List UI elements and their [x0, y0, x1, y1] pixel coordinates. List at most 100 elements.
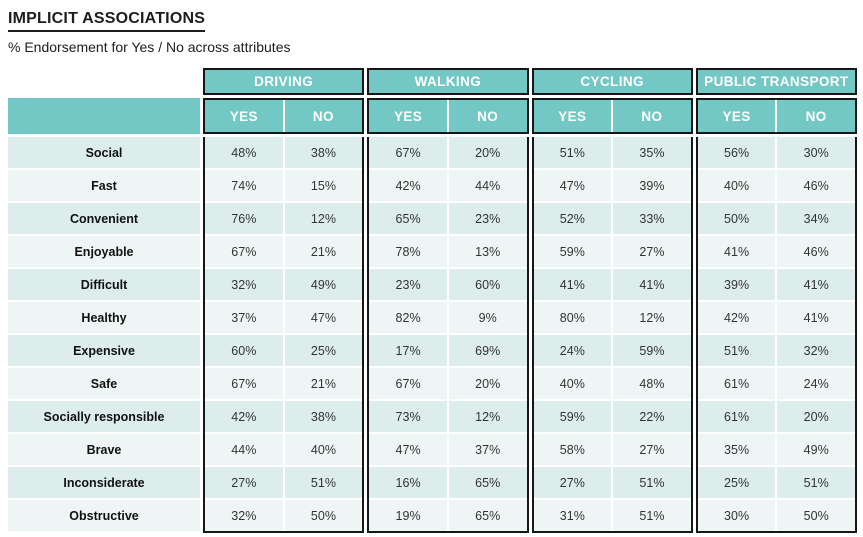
- data-cell: 39%: [613, 170, 691, 201]
- data-cell: 35%: [697, 434, 776, 465]
- data-cell: 61%: [697, 401, 776, 432]
- data-cell: 69%: [448, 335, 527, 366]
- data-cell: 51%: [613, 500, 691, 531]
- row-label: Expensive: [8, 335, 200, 366]
- data-cell: 23%: [448, 203, 527, 234]
- data-cell: 40%: [533, 368, 612, 399]
- yes-header-cell: YES: [533, 100, 612, 132]
- column-groups: DRIVING YES NO 48% 38% 74% 15% 76% 12% 67% 21% 32% 4…: [203, 68, 857, 533]
- data-cell: 44%: [448, 170, 527, 201]
- row-label: Inconsiderate: [8, 467, 200, 498]
- row-label: Social: [8, 137, 200, 168]
- data-cell: 34%: [777, 203, 855, 234]
- data-cell: 80%: [533, 302, 612, 333]
- yes-header-cell: YES: [369, 100, 447, 132]
- data-cell: 51%: [697, 335, 776, 366]
- data-cell: 67%: [205, 236, 283, 267]
- data-cell: 17%: [369, 335, 447, 366]
- data-cell: 23%: [369, 269, 447, 300]
- data-cell: 24%: [533, 335, 612, 366]
- data-cell: 41%: [777, 269, 855, 300]
- data-cell: 82%: [369, 302, 447, 333]
- data-cell: 30%: [697, 500, 776, 531]
- data-cell: 61%: [697, 368, 776, 399]
- data-cell: 27%: [205, 467, 283, 498]
- data-cell: 47%: [533, 170, 612, 201]
- data-cell: 49%: [777, 434, 855, 465]
- row-label: Healthy: [8, 302, 200, 333]
- associations-table: Social Fast Convenient Enjoyable Difficult He…: [8, 68, 857, 533]
- data-cell: 44%: [205, 434, 283, 465]
- data-cell: 40%: [284, 434, 363, 465]
- group-body: 48% 38% 74% 15% 76% 12% 67% 21% 32% 49% 37% 47% 60% 2…: [203, 137, 365, 533]
- data-cell: 39%: [697, 269, 776, 300]
- data-cell: 59%: [533, 401, 612, 432]
- no-header-cell: NO: [284, 100, 363, 132]
- data-cell: 41%: [533, 269, 612, 300]
- data-cell: 47%: [369, 434, 447, 465]
- data-cell: 78%: [369, 236, 447, 267]
- data-cell: 67%: [205, 368, 283, 399]
- data-cell: 46%: [777, 236, 855, 267]
- data-cell: 65%: [448, 500, 527, 531]
- data-cell: 52%: [533, 203, 612, 234]
- data-cell: 65%: [369, 203, 447, 234]
- data-cell: 50%: [777, 500, 855, 531]
- row-label-column: Social Fast Convenient Enjoyable Difficult He…: [8, 68, 200, 533]
- row-label: Difficult: [8, 269, 200, 300]
- data-cell: 37%: [205, 302, 283, 333]
- data-cell: 32%: [205, 269, 283, 300]
- column-group: CYCLING YES NO 51% 35% 47% 39% 52% 33% 59% 27% 41% 4…: [531, 68, 693, 533]
- group-body: 67% 20% 42% 44% 65% 23% 78% 13% 23% 60% 82% 9% 17% 69…: [367, 137, 529, 533]
- data-cell: 21%: [284, 236, 363, 267]
- data-cell: 20%: [448, 368, 527, 399]
- group-header: PUBLIC TRANSPORT: [695, 68, 857, 95]
- row-label: Enjoyable: [8, 236, 200, 267]
- group-header: DRIVING: [203, 68, 365, 95]
- group-header: WALKING: [367, 68, 529, 95]
- data-cell: 59%: [533, 236, 612, 267]
- data-cell: 15%: [284, 170, 363, 201]
- data-cell: 16%: [369, 467, 447, 498]
- data-cell: 41%: [613, 269, 691, 300]
- data-cell: 21%: [284, 368, 363, 399]
- data-cell: 60%: [205, 335, 283, 366]
- data-cell: 50%: [284, 500, 363, 531]
- data-cell: 27%: [613, 434, 691, 465]
- no-header-cell: NO: [613, 100, 691, 132]
- data-cell: 59%: [613, 335, 691, 366]
- data-cell: 12%: [613, 302, 691, 333]
- column-group: DRIVING YES NO 48% 38% 74% 15% 76% 12% 67% 21% 32% 4…: [203, 68, 365, 533]
- data-cell: 35%: [613, 137, 691, 168]
- data-cell: 49%: [284, 269, 363, 300]
- data-cell: 27%: [533, 467, 612, 498]
- data-cell: 40%: [697, 170, 776, 201]
- data-cell: 12%: [284, 203, 363, 234]
- data-cell: 30%: [777, 137, 855, 168]
- data-cell: 41%: [697, 236, 776, 267]
- data-cell: 31%: [533, 500, 612, 531]
- data-cell: 9%: [448, 302, 527, 333]
- data-cell: 32%: [205, 500, 283, 531]
- column-group: PUBLIC TRANSPORT YES NO 56% 30% 40% 46% 50% 34% 4…: [695, 68, 857, 533]
- data-cell: 51%: [613, 467, 691, 498]
- row-label: Fast: [8, 170, 200, 201]
- data-cell: 76%: [205, 203, 283, 234]
- data-cell: 42%: [369, 170, 447, 201]
- data-cell: 24%: [777, 368, 855, 399]
- data-cell: 74%: [205, 170, 283, 201]
- subheader-row: YES NO: [203, 98, 365, 134]
- data-cell: 50%: [697, 203, 776, 234]
- data-cell: 32%: [777, 335, 855, 366]
- data-cell: 41%: [777, 302, 855, 333]
- data-cell: 48%: [613, 368, 691, 399]
- data-cell: 19%: [369, 500, 447, 531]
- subheader-row: YES NO: [367, 98, 529, 134]
- data-cell: 25%: [697, 467, 776, 498]
- header-spacer: [8, 68, 200, 98]
- yes-header-cell: YES: [205, 100, 283, 132]
- data-cell: 42%: [205, 401, 283, 432]
- data-cell: 22%: [613, 401, 691, 432]
- subheader-row: YES NO: [531, 98, 693, 134]
